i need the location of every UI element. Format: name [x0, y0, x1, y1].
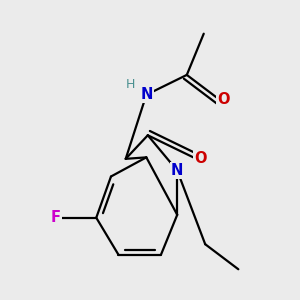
Text: F: F [51, 210, 61, 225]
Text: N: N [140, 87, 152, 102]
Text: N: N [171, 163, 183, 178]
Text: O: O [218, 92, 230, 107]
Text: H: H [125, 78, 135, 91]
Text: O: O [194, 151, 206, 166]
